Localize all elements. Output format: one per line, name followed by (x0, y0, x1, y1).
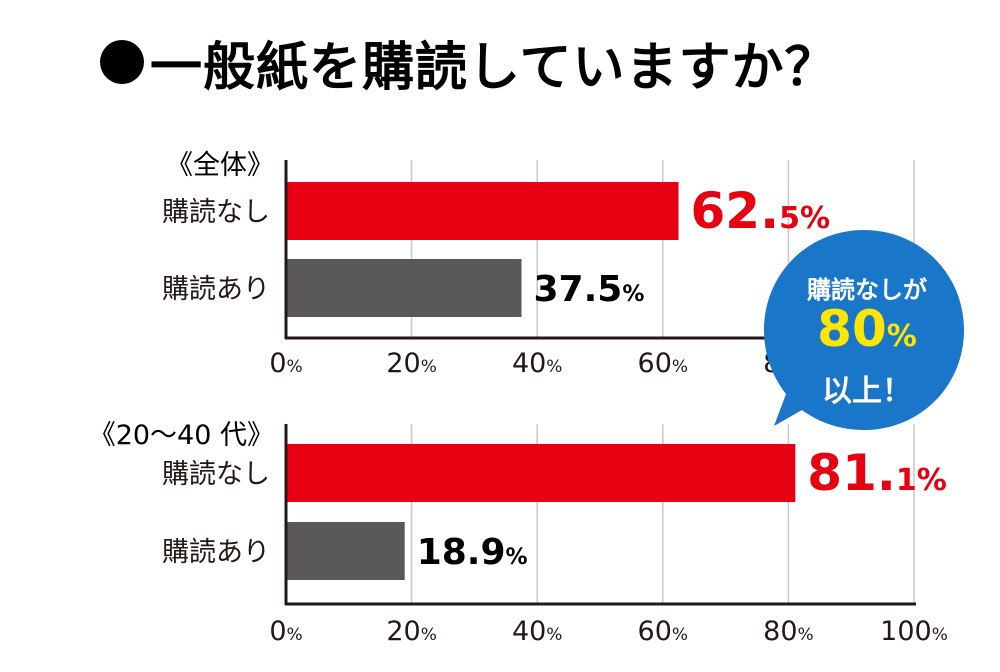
x-tick-unit: % (287, 357, 303, 377)
bar (286, 259, 522, 317)
x-tick-number: 20 (386, 348, 420, 379)
x-tick-unit: % (672, 357, 688, 377)
data-label-main: 81. (807, 444, 896, 502)
data-label: 18.9% (417, 532, 528, 573)
speech-bubble-icon (764, 230, 964, 430)
data-label: 37.5% (534, 269, 645, 310)
x-tick-number: 0 (269, 616, 286, 647)
category-label: 購読なし (162, 197, 270, 228)
x-tick-number: 40 (512, 616, 546, 647)
x-tick-label: 0% (269, 616, 302, 647)
x-tick-unit: % (287, 625, 303, 645)
data-label-sub: 1% (896, 463, 947, 498)
x-tick-number: 60 (638, 616, 672, 647)
x-tick-label: 20% (386, 616, 437, 647)
data-label-main: 37.5 (534, 269, 623, 310)
x-tick-unit: % (546, 625, 562, 645)
data-label-sub: % (506, 545, 528, 570)
data-label-sub: % (622, 282, 644, 307)
x-tick-number: 100 (880, 616, 932, 647)
x-tick-unit: % (421, 625, 437, 645)
x-tick-label: 60% (638, 616, 689, 647)
category-label: 購読あり (162, 537, 270, 568)
x-tick-number: 80 (763, 616, 797, 647)
x-tick-label: 20% (386, 348, 437, 379)
chart-title: 一般紙を購読していますか？ (100, 22, 837, 102)
data-label: 62.5% (691, 182, 831, 240)
bar (286, 522, 405, 580)
group-label: 《20～40 代》 (89, 420, 274, 451)
x-tick-label: 40% (512, 348, 563, 379)
x-tick-label: 60% (638, 348, 689, 379)
x-tick-label: 80% (763, 616, 814, 647)
category-label: 購読なし (162, 459, 270, 490)
x-tick-unit: % (672, 625, 688, 645)
x-tick-number: 0 (269, 348, 286, 379)
data-label: 81.1% (807, 444, 947, 502)
callout-bubble: 購読なしが 80% 以上！ (760, 226, 974, 446)
data-label-main: 62. (691, 182, 780, 240)
data-label-main: 18.9 (417, 532, 506, 573)
x-tick-unit: % (798, 625, 814, 645)
x-tick-label: 0% (269, 348, 302, 379)
bullet-icon (100, 40, 144, 84)
x-tick-number: 20 (386, 616, 420, 647)
x-tick-number: 60 (638, 348, 672, 379)
callout-unit: % (886, 319, 917, 354)
bar (286, 182, 679, 240)
x-tick-label: 100% (880, 616, 948, 647)
category-label: 購読あり (162, 274, 270, 305)
group-label: 《全体》 (166, 150, 274, 181)
bar (286, 444, 796, 502)
callout-number: 80 (817, 300, 887, 358)
data-label-sub: 5% (779, 201, 830, 236)
callout-line1: 購読なしが (807, 276, 927, 304)
callout-line3: 以上！ (822, 374, 912, 409)
callout-line2: 80% (760, 300, 974, 358)
x-tick-unit: % (421, 357, 437, 377)
x-tick-number: 40 (512, 348, 546, 379)
x-tick-unit: % (932, 625, 948, 645)
chart-title-text: 一般紙を購読していますか？ (150, 37, 838, 98)
x-tick-label: 40% (512, 616, 563, 647)
x-tick-unit: % (546, 357, 562, 377)
